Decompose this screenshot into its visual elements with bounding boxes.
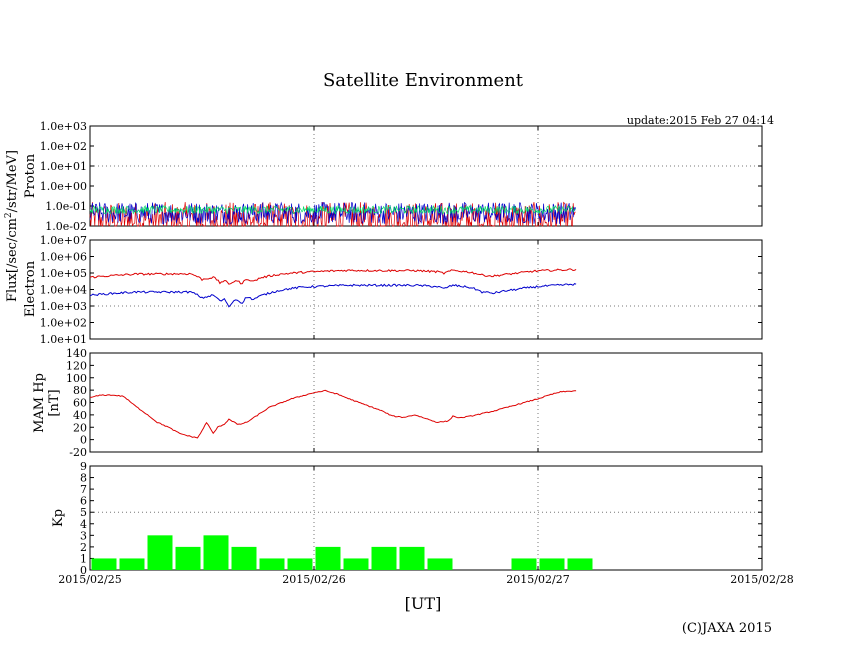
electron-ytick-label: 1.0e+03: [40, 300, 87, 313]
kp-bar: [175, 546, 201, 570]
kp-bar: [315, 546, 341, 570]
copyright: (C)JAXA 2015: [681, 621, 772, 636]
kp-bar: [287, 558, 313, 570]
x-tick-label: 2015/02/27: [506, 573, 569, 586]
electron-ytick-label: 1.0e+05: [40, 267, 87, 280]
proton-green-line: [89, 204, 576, 215]
proton-ytick-label: 1.0e+02: [40, 140, 87, 153]
electron-red-line: [89, 268, 577, 285]
kp-ytick-label: 2: [80, 541, 87, 554]
kp-ytick-label: 3: [80, 529, 87, 542]
mam-hp-ytick-label: 120: [66, 359, 87, 372]
mam-hp-ytick-label: 40: [73, 409, 87, 422]
electron-panel: [89, 239, 763, 340]
electron-ytick-label: 1.0e+06: [40, 251, 87, 264]
kp-bar: [371, 546, 397, 570]
kp-panel: [89, 465, 763, 571]
mam-hp-ytick-label: 80: [73, 384, 87, 397]
x-tick-label: 2015/02/26: [282, 573, 345, 586]
x-tick-label: 2015/02/28: [730, 573, 793, 586]
kp-frame: [89, 465, 763, 571]
kp-ytick-label: 9: [80, 460, 87, 473]
mam-hp-ytick-label: -20: [69, 446, 87, 459]
kp-bar: [91, 558, 117, 570]
proton-ytick-label: 1.0e+03: [40, 120, 87, 133]
kp-ytick-label: 4: [80, 518, 87, 531]
electron-ytick-label: 1.0e+04: [40, 284, 87, 297]
kp-bar: [539, 558, 565, 570]
kp-ytick-label: 5: [80, 506, 87, 519]
mam-hp-axis-title: MAM Hp[nT]: [32, 373, 62, 433]
kp-bar: [259, 558, 285, 570]
flux-axis-title: Flux[/sec/cm2/str/MeV]: [4, 150, 20, 302]
x-axis-label: [UT]: [404, 594, 442, 613]
mam-hp-ytick-label: 60: [73, 397, 87, 410]
kp-bar: [399, 546, 425, 570]
kp-bar: [147, 535, 173, 570]
kp-bar: [203, 535, 229, 570]
kp-ytick-label: 8: [80, 472, 87, 485]
x-tick-label: 2015/02/25: [58, 573, 121, 586]
electron-ytick-label: 1.0e+02: [40, 317, 87, 330]
proton-ytick-label: 1.0e-02: [45, 220, 87, 233]
proton-panel: [89, 125, 763, 228]
electron-ytick-label: 1.0e+01: [40, 333, 87, 346]
mam-hp-ytick-label: 100: [66, 372, 87, 385]
update-timestamp: update:2015 Feb 27 04:14: [626, 114, 774, 127]
electron-blue-line: [89, 283, 577, 308]
proton-axis-title: Proton: [23, 153, 38, 198]
proton-ytick-label: 1.0e-01: [45, 200, 87, 213]
proton-blue-line: [89, 201, 576, 225]
kp-ytick-label: 7: [80, 483, 87, 496]
proton-ytick-label: 1.0e+01: [40, 160, 87, 173]
electron-ytick-label: 1.0e+07: [40, 234, 87, 247]
electron-axis-title: Electron: [23, 260, 38, 317]
proton-ytick-label: 1.0e+00: [40, 180, 87, 193]
kp-ytick-label: 1: [80, 552, 87, 565]
kp-bar: [511, 558, 537, 570]
mam-hp-frame: [89, 352, 763, 453]
kp-bar: [119, 558, 145, 570]
kp-axis-title: Kp: [51, 509, 66, 527]
mam-hp-ytick-label: 20: [73, 421, 87, 434]
kp-bar: [231, 546, 257, 570]
electron-frame: [89, 239, 763, 340]
kp-ytick-label: 6: [80, 495, 87, 508]
kp-bar: [567, 558, 593, 570]
mam-hp-panel: [89, 352, 763, 453]
kp-bar: [427, 558, 453, 570]
mam-hp-ytick-label: 0: [80, 434, 87, 447]
hp-red-line: [89, 389, 577, 439]
chart-title: Satellite Environment: [322, 70, 524, 91]
mam-hp-ytick-label: 140: [66, 347, 87, 360]
proton-frame: [89, 125, 763, 227]
kp-bar: [343, 558, 369, 570]
kp-ytick-label: 0: [80, 564, 87, 577]
